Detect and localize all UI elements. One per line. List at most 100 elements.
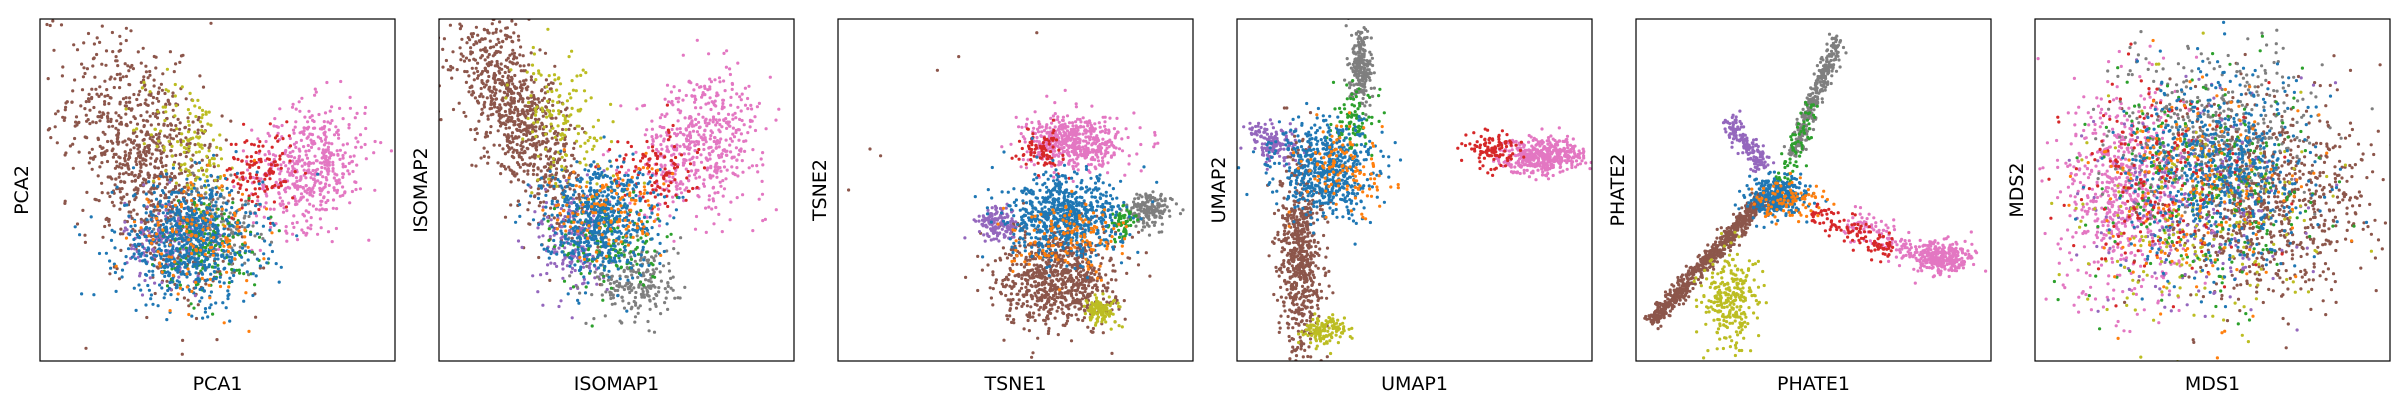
point-series-0 bbox=[104, 49, 109, 53]
point-series-5 bbox=[629, 307, 633, 311]
point-series-2 bbox=[729, 137, 733, 141]
point-series-0 bbox=[485, 150, 489, 154]
point-series-0 bbox=[170, 200, 174, 204]
point-series-7 bbox=[251, 272, 255, 276]
point-series-2 bbox=[289, 154, 293, 159]
point-series-2 bbox=[276, 167, 280, 171]
point-series-2 bbox=[324, 135, 328, 139]
point-series-0 bbox=[178, 153, 182, 157]
point-series-0 bbox=[127, 69, 131, 73]
point-series-0 bbox=[477, 119, 481, 123]
point-series-0 bbox=[528, 142, 532, 146]
point-series-4 bbox=[561, 276, 565, 280]
point-series-2 bbox=[348, 155, 352, 159]
point-series-0 bbox=[509, 203, 513, 207]
point-series-1 bbox=[210, 156, 214, 161]
point-series-1 bbox=[575, 124, 579, 128]
point-series-7 bbox=[202, 235, 206, 239]
point-series-2 bbox=[296, 162, 300, 166]
point-series-2 bbox=[325, 178, 329, 182]
point-series-2 bbox=[672, 85, 676, 89]
point-series-0 bbox=[158, 149, 162, 153]
point-series-0 bbox=[129, 210, 133, 214]
point-series-1 bbox=[179, 163, 184, 167]
point-series-2 bbox=[695, 83, 699, 87]
point-series-0 bbox=[184, 136, 188, 140]
point-series-2 bbox=[326, 120, 330, 124]
point-series-5 bbox=[575, 285, 579, 289]
point-series-7 bbox=[165, 221, 169, 225]
point-series-5 bbox=[610, 302, 614, 306]
point-series-3 bbox=[293, 170, 297, 174]
point-series-6 bbox=[220, 217, 224, 221]
point-series-0 bbox=[236, 190, 240, 194]
point-series-8 bbox=[124, 236, 129, 240]
point-series-2 bbox=[291, 159, 295, 163]
point-series-0 bbox=[171, 188, 176, 192]
point-series-2 bbox=[731, 126, 736, 130]
point-series-7 bbox=[175, 297, 179, 301]
point-series-2 bbox=[306, 143, 310, 148]
point-series-0 bbox=[145, 110, 149, 114]
point-series-4 bbox=[169, 222, 173, 226]
point-series-3 bbox=[273, 163, 277, 168]
point-series-3 bbox=[255, 176, 259, 180]
point-series-0 bbox=[475, 76, 480, 80]
point-series-2 bbox=[736, 174, 740, 178]
point-series-3 bbox=[633, 169, 637, 173]
point-series-7 bbox=[161, 211, 165, 215]
point-series-2 bbox=[720, 152, 724, 156]
point-series-0 bbox=[168, 133, 172, 137]
point-series-2 bbox=[659, 163, 663, 167]
point-series-0 bbox=[467, 90, 471, 94]
point-series-7 bbox=[113, 270, 117, 275]
point-series-1 bbox=[189, 172, 193, 177]
point-series-0 bbox=[141, 118, 145, 122]
point-series-2 bbox=[687, 80, 691, 84]
point-series-4 bbox=[231, 230, 235, 234]
point-series-0 bbox=[115, 140, 119, 144]
point-series-0 bbox=[512, 148, 516, 152]
point-series-7 bbox=[157, 243, 161, 247]
point-series-2 bbox=[299, 192, 304, 196]
point-series-0 bbox=[142, 75, 146, 79]
point-series-0 bbox=[114, 55, 118, 59]
point-series-0 bbox=[489, 113, 493, 117]
point-series-5 bbox=[622, 287, 627, 292]
point-series-2 bbox=[729, 95, 733, 99]
point-series-2 bbox=[291, 221, 295, 225]
point-series-1 bbox=[560, 155, 564, 159]
point-series-2 bbox=[274, 154, 278, 158]
point-series-1 bbox=[191, 98, 195, 103]
point-series-2 bbox=[306, 171, 310, 175]
point-series-3 bbox=[232, 157, 236, 161]
point-series-0 bbox=[529, 78, 534, 82]
point-series-0 bbox=[442, 37, 446, 41]
point-series-4 bbox=[241, 203, 245, 207]
point-series-0 bbox=[75, 123, 79, 127]
point-series-5 bbox=[633, 295, 638, 300]
point-series-1 bbox=[596, 118, 601, 122]
point-series-3 bbox=[666, 138, 671, 142]
point-series-0 bbox=[480, 79, 484, 83]
point-series-2 bbox=[705, 157, 709, 161]
point-series-1 bbox=[202, 173, 206, 177]
point-series-7 bbox=[181, 238, 186, 242]
point-series-1 bbox=[209, 123, 213, 127]
point-series-0 bbox=[495, 50, 499, 55]
point-series-0 bbox=[90, 87, 94, 91]
point-series-1 bbox=[155, 144, 159, 148]
point-series-1 bbox=[584, 131, 588, 135]
point-series-2 bbox=[711, 120, 715, 124]
point-series-0 bbox=[496, 64, 500, 68]
point-series-7 bbox=[177, 242, 181, 246]
point-series-3 bbox=[254, 150, 258, 155]
point-series-2 bbox=[250, 128, 254, 132]
point-series-0 bbox=[538, 200, 543, 205]
point-series-4 bbox=[588, 262, 592, 266]
point-series-7 bbox=[274, 262, 278, 266]
point-series-7 bbox=[158, 200, 162, 204]
point-series-4 bbox=[579, 259, 583, 263]
point-series-2 bbox=[729, 200, 733, 204]
point-series-0 bbox=[201, 85, 206, 89]
